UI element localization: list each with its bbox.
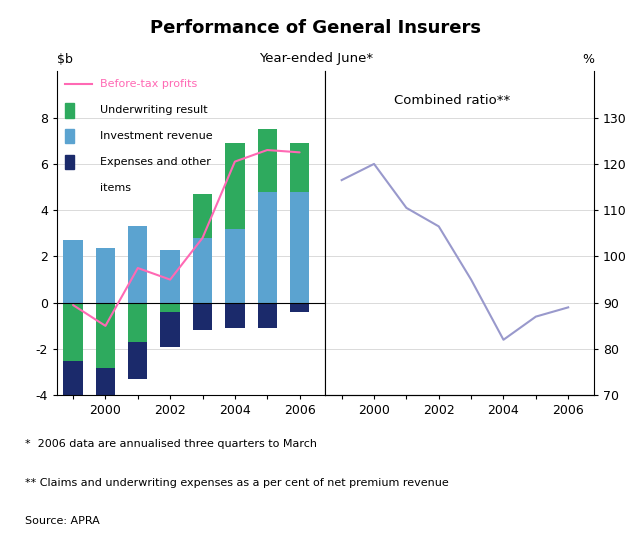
Bar — [161, 312, 180, 347]
Bar — [257, 129, 277, 192]
Bar — [63, 240, 83, 302]
Bar — [95, 248, 115, 302]
Bar — [95, 367, 115, 435]
Text: Combined ratio**: Combined ratio** — [394, 94, 510, 107]
Bar — [95, 302, 115, 367]
Bar — [257, 192, 277, 302]
Bar — [128, 226, 147, 302]
Text: ** Claims and underwriting expenses as a per cent of net premium revenue: ** Claims and underwriting expenses as a… — [25, 478, 449, 488]
Bar — [290, 302, 309, 312]
Bar — [128, 302, 147, 342]
Bar — [65, 129, 75, 143]
Text: Before-tax profits: Before-tax profits — [100, 79, 197, 89]
Bar — [65, 103, 75, 117]
Bar — [193, 238, 212, 302]
Text: %: % — [582, 53, 594, 66]
Text: *  2006 data are annualised three quarters to March: * 2006 data are annualised three quarter… — [25, 439, 317, 449]
Bar — [128, 342, 147, 379]
Bar — [161, 249, 180, 302]
Bar — [257, 302, 277, 328]
Bar — [63, 302, 83, 361]
Bar — [63, 361, 83, 418]
Text: Source: APRA: Source: APRA — [25, 516, 100, 526]
Text: items: items — [100, 183, 131, 193]
Bar — [225, 302, 245, 328]
Bar — [290, 143, 309, 192]
Bar — [193, 194, 212, 238]
Bar — [193, 302, 212, 330]
Text: Performance of General Insurers: Performance of General Insurers — [150, 19, 482, 37]
Text: Expenses and other: Expenses and other — [100, 157, 210, 167]
Bar — [161, 302, 180, 312]
Text: Investment revenue: Investment revenue — [100, 131, 212, 141]
Text: $b: $b — [57, 53, 73, 66]
Bar — [225, 143, 245, 229]
Bar — [225, 229, 245, 302]
Bar — [290, 192, 309, 302]
Text: Year-ended June*: Year-ended June* — [259, 52, 373, 65]
Bar — [65, 155, 75, 169]
Text: Underwriting result: Underwriting result — [100, 105, 207, 115]
